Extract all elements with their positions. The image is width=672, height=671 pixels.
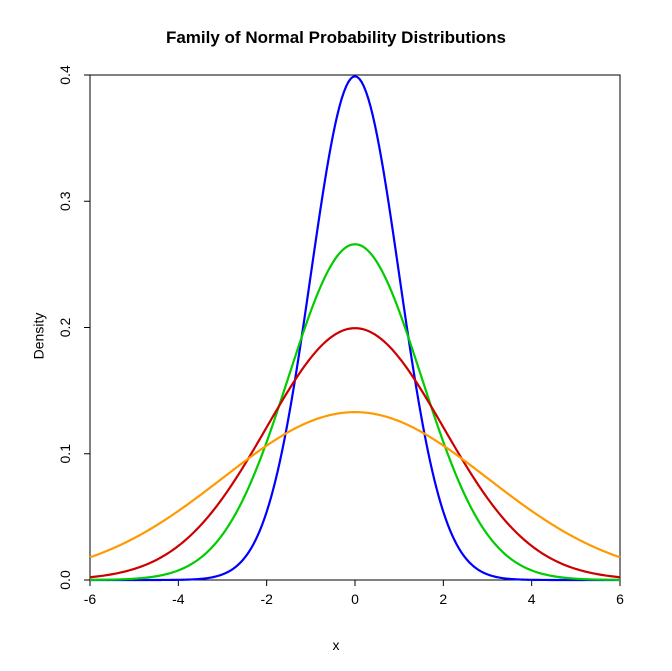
y-tick-label: 0.1	[57, 444, 73, 464]
x-tick-label: 6	[616, 591, 624, 607]
y-tick-label: 0.0	[57, 570, 73, 590]
x-tick-label: -6	[84, 591, 97, 607]
curves-group	[90, 76, 620, 580]
x-tick-label: 0	[351, 591, 359, 607]
x-tick-label: -4	[172, 591, 185, 607]
y-tick-label: 0.4	[57, 65, 73, 85]
curve-sigma-2.0	[90, 328, 620, 577]
y-tick-label: 0.2	[57, 318, 73, 338]
x-tick-label: -2	[260, 591, 273, 607]
y-axis: 0.0 0.1 0.2 0.3 0.4	[57, 65, 90, 590]
x-tick-label: 2	[439, 591, 447, 607]
chart-container: Family of Normal Probability Distributio…	[0, 0, 672, 671]
plot-svg: -6 -4 -2 0 2 4 6 0.0 0.1 0.2 0.3 0.4	[0, 0, 672, 671]
y-tick-label: 0.3	[57, 191, 73, 211]
curve-sigma-3.0	[90, 412, 620, 557]
x-tick-label: 4	[528, 591, 536, 607]
x-axis: -6 -4 -2 0 2 4 6	[84, 580, 624, 607]
